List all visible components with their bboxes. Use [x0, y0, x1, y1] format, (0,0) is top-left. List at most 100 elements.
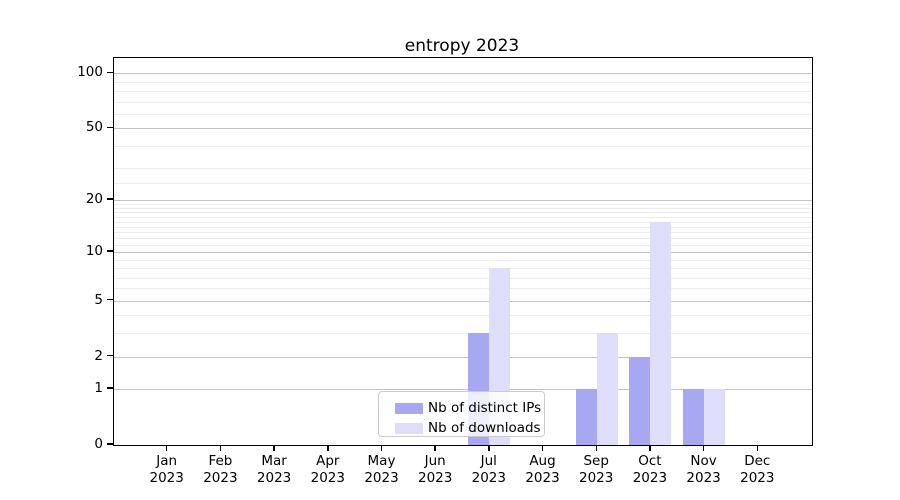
gridline-minor-14: [114, 226, 812, 228]
gridline-major-2: [114, 356, 812, 358]
year-label: 2023: [525, 469, 560, 486]
legend-swatch-downloads: [395, 422, 423, 434]
gridline-minor-90: [114, 81, 812, 83]
legend: Nb of distinct IPs Nb of downloads: [378, 391, 545, 437]
x-tick-jul-2023: [488, 445, 490, 451]
year-label: 2023: [471, 469, 506, 486]
gridline-minor-3: [114, 333, 812, 335]
x-tick-jan-2023: [165, 445, 168, 451]
year-label: 2023: [203, 469, 238, 486]
gridline-minor-60: [114, 113, 812, 115]
gridline-major-50: [114, 128, 812, 130]
x-tick-label-feb-2023: Feb 2023: [178, 453, 262, 486]
gridline-minor-17: [114, 212, 812, 214]
year-label: 2023: [310, 469, 345, 486]
bar-nb-of-distinct-ips-oct-2023: [629, 356, 651, 445]
month-label: Apr: [316, 453, 340, 469]
bar-nb-of-downloads-nov-2023: [704, 389, 726, 445]
x-tick-label-mar-2023: Mar 2023: [232, 453, 316, 486]
bar-nb-of-distinct-ips-sep-2023: [575, 389, 597, 445]
gridline-minor-7: [114, 277, 812, 279]
year-label: 2023: [686, 469, 721, 486]
year-label: 2023: [632, 469, 668, 486]
month-label: Feb: [208, 453, 233, 469]
x-tick-label-may-2023: May 2023: [340, 453, 424, 486]
legend-item-distinct-ips: Nb of distinct IPs: [395, 398, 544, 418]
x-tick-label-jan-2023: Jan 2023: [125, 453, 209, 486]
month-label: Jul: [480, 453, 497, 469]
gridline-minor-11: [114, 244, 812, 246]
y-tick-label-100: 100: [77, 64, 103, 81]
year-label: 2023: [149, 469, 184, 486]
y-tick-label-0: 0: [94, 436, 103, 452]
gridline-major-5: [114, 300, 812, 302]
year-label: 2023: [579, 469, 614, 486]
y-tick-label-1: 1: [94, 380, 103, 397]
legend-item-downloads: Nb of downloads: [395, 418, 544, 438]
x-tick-label-nov-2023: Nov 2023: [662, 453, 746, 486]
year-label: 2023: [740, 469, 775, 486]
gridline-minor-18: [114, 207, 812, 209]
y-tick-label-5: 5: [94, 291, 103, 308]
y-tick-2: [107, 354, 113, 357]
x-tick-oct-2023: [649, 445, 651, 451]
x-tick-label-sep-2023: Sep 2023: [554, 453, 638, 486]
y-tick-10: [107, 250, 113, 252]
x-tick-nov-2023: [702, 445, 705, 451]
x-tick-label-apr-2023: Apr 2023: [286, 453, 370, 486]
y-tick-20: [107, 198, 113, 200]
gridline-minor-25: [114, 182, 812, 184]
plot-inner: [114, 58, 812, 445]
month-label: Dec: [744, 453, 771, 469]
month-label: Nov: [690, 453, 717, 469]
x-tick-feb-2023: [219, 445, 222, 451]
gridline-minor-8: [114, 268, 812, 269]
x-tick-may-2023: [380, 445, 383, 451]
gridline-major-20: [114, 199, 812, 201]
x-tick-dec-2023: [756, 445, 759, 451]
gridline-minor-80: [114, 91, 812, 92]
y-tick-label-10: 10: [85, 242, 103, 259]
month-label: Jan: [156, 453, 178, 469]
year-label: 2023: [418, 469, 453, 486]
legend-label-distinct-ips: Nb of distinct IPs: [428, 400, 542, 416]
year-label: 2023: [256, 469, 292, 486]
bar-nb-of-downloads-oct-2023: [650, 221, 672, 445]
gridline-minor-70: [114, 101, 812, 103]
y-tick-100: [107, 71, 113, 73]
year-label: 2023: [364, 469, 399, 486]
gridline-major-10: [114, 251, 812, 253]
x-tick-label-aug-2023: Aug 2023: [501, 453, 585, 486]
gridline-minor-16: [114, 216, 812, 218]
x-tick-aug-2023: [541, 445, 544, 451]
x-tick-apr-2023: [327, 445, 329, 451]
legend-label-downloads: Nb of downloads: [428, 420, 541, 436]
y-tick-1: [107, 387, 113, 389]
month-label: Aug: [529, 453, 556, 469]
x-tick-label-jun-2023: Jun 2023: [393, 453, 477, 486]
gridline-major-1: [114, 389, 812, 391]
gridline-minor-12: [114, 238, 812, 240]
x-tick-label-dec-2023: Dec 2023: [715, 453, 799, 486]
gridline-minor-13: [114, 232, 812, 234]
month-label: Jun: [424, 453, 446, 469]
bar-nb-of-downloads-sep-2023: [596, 333, 618, 445]
month-label: Oct: [638, 453, 662, 469]
gridline-minor-30: [114, 168, 812, 170]
gridline-minor-4: [114, 315, 812, 317]
gridline-minor-40: [114, 145, 812, 147]
month-label: Mar: [261, 453, 287, 469]
y-tick-50: [107, 126, 113, 128]
x-tick-jun-2023: [434, 445, 436, 451]
gridline-major-100: [114, 73, 812, 75]
bar-nb-of-distinct-ips-nov-2023: [683, 389, 705, 445]
chart-title: entropy 2023: [404, 36, 520, 56]
gridline-minor-9: [114, 259, 812, 261]
month-label: Sep: [583, 453, 609, 469]
plot-area: [113, 57, 813, 446]
x-tick-label-oct-2023: Oct 2023: [608, 453, 692, 486]
legend-swatch-distinct-ips: [395, 402, 423, 414]
y-tick-label-50: 50: [85, 119, 103, 136]
gridline-minor-19: [114, 203, 812, 205]
